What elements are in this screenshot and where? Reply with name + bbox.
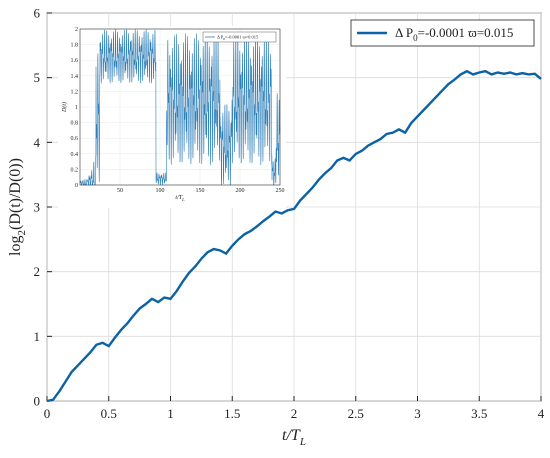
main-legend: Δ P0=-0.0001 ϖ=0.015: [350, 19, 535, 47]
x-axis-title-sub: L: [299, 436, 306, 448]
y-axis-title-sub: 2: [16, 230, 28, 236]
y-axis-title-pre: log: [7, 236, 24, 256]
inset-y-tick-label: 1.8: [71, 43, 79, 49]
y-tick-label: 2: [34, 264, 41, 279]
inset-legend-label-sub: 0: [223, 37, 225, 41]
inset-legend-box: [202, 31, 277, 43]
inset-plot-frame: [79, 28, 281, 186]
inset-x-axis-title: t/TL: [175, 195, 185, 202]
inset-legend: Δ P0=-0.0001 ϖ=0.015: [202, 31, 277, 43]
x-tick-label: 4: [538, 406, 545, 421]
y-tick-label: 1: [34, 329, 41, 344]
y-tick-label: 0: [34, 394, 41, 409]
y-tick-label: 4: [34, 135, 41, 150]
inset-y-tick-label: 0: [75, 183, 78, 189]
inset-y-tick-label: 1: [75, 105, 78, 111]
y-axis-title: log2(D(t)/D(0)): [7, 158, 28, 256]
inset-x-tick-label: 50: [117, 188, 123, 194]
inset-y-axis-title: D(t): [61, 102, 68, 113]
inset-legend-label-pre: Δ P: [217, 35, 224, 40]
inset-x-tick-label: 250: [276, 188, 285, 194]
inset-y-tick-label: 0.6: [71, 136, 79, 142]
inset-y-tick-label: 1.6: [71, 58, 79, 64]
inset-legend-label-post: =-0.0001 ϖ=0.015: [225, 35, 259, 40]
inset-x-tick-label: 200: [236, 188, 245, 194]
x-tick-label: 0.5: [101, 406, 117, 421]
inset-x-tick-label: 150: [196, 188, 205, 194]
inset-y-tick-label: 0.4: [71, 152, 79, 158]
x-tick-label: 2: [291, 406, 298, 421]
x-tick-label: 3: [414, 406, 421, 421]
inset-y-tick-label: 0.2: [71, 167, 79, 173]
y-axis-title-post: (D(t)/D(0)): [7, 158, 24, 230]
inset-y-tick-label: 1.2: [71, 89, 79, 95]
inset-y-tick-label: 0.8: [71, 121, 79, 127]
y-tick-label: 5: [34, 70, 41, 85]
x-tick-label: 0: [44, 406, 51, 421]
x-tick-label: 1: [167, 406, 174, 421]
inset-y-tick-label: 2: [75, 27, 78, 33]
inset-ticks: 50 100 150 200 250 0 0.2 0.4 0.6 0.8 1 1.2 1.4 1.6 1.8…: [71, 27, 285, 194]
legend-label-sub: 0: [413, 33, 418, 43]
inset-x-tick-label: 100: [156, 188, 165, 194]
x-tick-label: 2.5: [348, 406, 364, 421]
main-ticks: 0 0.5 1 1.5 2 2.5 3 3.5 4 0 1 2 3 4 5 6: [34, 6, 545, 422]
x-axis-title-main: t/T: [282, 427, 301, 444]
legend-label-pre: Δ P: [395, 25, 413, 40]
legend-label-post: =-0.0001 ϖ=0.015: [418, 25, 514, 40]
inset-y-tick-label: 1.4: [71, 74, 79, 80]
y-tick-label: 6: [34, 6, 41, 21]
x-axis-title: t/TL: [282, 427, 306, 448]
inset-chart: 50 100 150 200 250 0 0.2 0.4 0.6 0.8 1 1.2 1.4 1.6 1.8…: [58, 26, 286, 208]
inset-x-axis-title-main: t/T: [175, 195, 182, 201]
legend-label: Δ P0=-0.0001 ϖ=0.015: [395, 25, 513, 43]
inset-x-axis-title-sub: L: [181, 197, 185, 202]
x-tick-label: 1.5: [224, 406, 240, 421]
main-series-line: [46, 69, 542, 403]
inset-legend-label: Δ P0=-0.0001 ϖ=0.015: [217, 35, 259, 42]
y-tick-label: 3: [34, 200, 41, 215]
x-tick-label: 3.5: [471, 406, 487, 421]
